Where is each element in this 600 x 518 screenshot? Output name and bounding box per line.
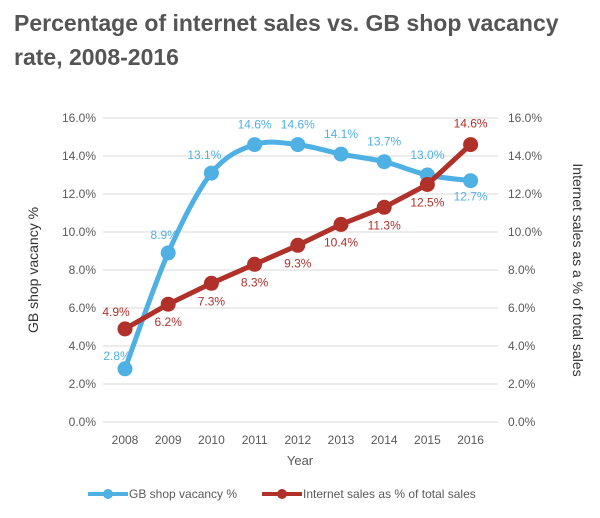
chart-title: Percentage of internet sales vs. GB shop… [14, 10, 559, 70]
legend-swatch-marker [103, 489, 113, 499]
data-label: 7.3% [198, 294, 226, 308]
data-label: 14.6% [238, 118, 272, 132]
legend: GB shop vacancy % Internet sales as % of … [88, 487, 476, 501]
y-tick-right: 10.0% [508, 225, 542, 239]
legend-label: Internet sales as % of total sales [303, 487, 476, 501]
data-point [463, 173, 479, 189]
y-tick-left: 16.0% [62, 111, 96, 125]
data-label: 4.9% [102, 305, 130, 319]
data-point [247, 137, 263, 153]
data-label: 13.7% [367, 135, 401, 149]
data-label: 8.3% [241, 275, 269, 289]
data-label: 12.7% [454, 190, 488, 204]
data-labels: 2.8% 8.9% 13.1% 14.6% 14.6% 14.1% 13.7% 13.0% 12… [102, 117, 488, 363]
axes: 0.0% 0.0% 2.0% 2.0% 4.0% 4.0% 6.0% 6.0% 8.0% 8.0%… [25, 111, 586, 468]
data-label: 10.4% [324, 235, 358, 249]
y-tick-right: 6.0% [508, 301, 536, 315]
data-point [117, 321, 133, 337]
legend-swatch-marker [277, 489, 287, 499]
y-tick-left: 0.0% [69, 415, 97, 429]
x-tick-label: 2011 [242, 433, 268, 447]
x-tick-label: 2014 [371, 433, 398, 447]
data-point [290, 237, 306, 253]
data-label: 8.9% [151, 228, 179, 242]
y-tick-left: 4.0% [69, 339, 97, 353]
data-point [117, 361, 133, 377]
y-tick-left: 12.0% [62, 187, 96, 201]
x-tick-label: 2009 [155, 433, 182, 447]
y-tick-right: 16.0% [508, 111, 542, 125]
x-tick-label: 2012 [284, 433, 311, 447]
data-label: 13.0% [410, 148, 444, 162]
y-tick-right: 0.0% [508, 415, 536, 429]
x-tick-label: 2016 [457, 433, 484, 447]
data-label: 6.2% [155, 315, 183, 329]
data-label: 2.8% [103, 349, 131, 363]
x-tick-label: 2008 [112, 433, 139, 447]
y-tick-right: 8.0% [508, 263, 536, 277]
data-label: 14.6% [454, 117, 488, 131]
x-tick-label: 2013 [328, 433, 355, 447]
y-tick-left: 2.0% [69, 377, 97, 391]
data-point [376, 154, 392, 170]
series [117, 137, 479, 377]
data-point [160, 296, 176, 312]
data-label: 14.1% [324, 127, 358, 141]
data-point [419, 177, 435, 192]
y-tick-left: 6.0% [69, 301, 97, 315]
y-tick-left: 10.0% [62, 225, 96, 239]
data-point [247, 256, 263, 272]
data-label: 12.5% [410, 196, 444, 210]
y-axis-title-left: GB shop vacancy % [25, 207, 41, 333]
y-axis-title-right: Internet sales as a % of total sales [570, 163, 586, 376]
data-label: 13.1% [187, 148, 221, 162]
legend-label: GB shop vacancy % [129, 487, 237, 501]
data-point [376, 199, 392, 215]
y-tick-left: 8.0% [69, 263, 97, 277]
y-tick-right: 4.0% [508, 339, 536, 353]
y-tick-right: 12.0% [508, 187, 542, 201]
data-label: 11.3% [368, 218, 401, 232]
data-point [203, 165, 219, 181]
data-label: 9.3% [284, 256, 312, 270]
data-point [290, 137, 306, 153]
x-axis-title: Year [287, 453, 314, 468]
y-tick-left: 14.0% [62, 149, 96, 163]
data-point [203, 275, 219, 291]
data-point [333, 216, 349, 232]
x-tick-label: 2010 [198, 433, 225, 447]
data-label: 14.6% [281, 118, 315, 132]
data-point [463, 137, 479, 153]
y-tick-right: 2.0% [508, 377, 536, 391]
data-point [160, 245, 176, 261]
gridlines [103, 117, 498, 423]
y-tick-right: 14.0% [508, 149, 542, 163]
x-tick-label: 2015 [414, 433, 441, 447]
data-point [333, 146, 349, 162]
